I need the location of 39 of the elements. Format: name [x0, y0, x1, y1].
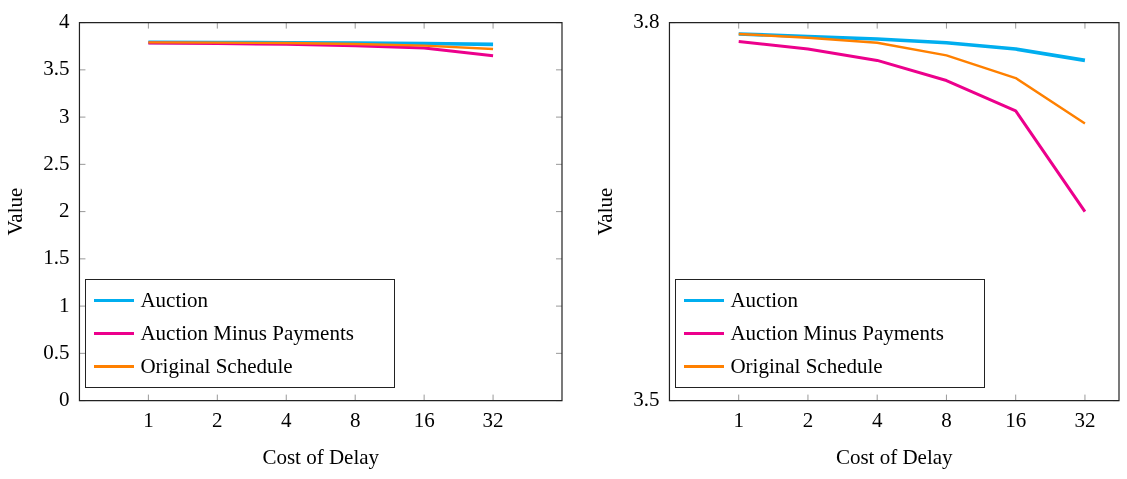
legend-entry: Auction Minus Payments [684, 316, 944, 350]
y-tick-label: 2.5 [43, 150, 70, 175]
x-tick-label: 4 [871, 407, 883, 432]
y-tick-label: 1.5 [43, 245, 70, 270]
x-tick-label: 2 [212, 407, 223, 432]
x-axis-title: Cost of Delay [835, 444, 954, 469]
legend-label: Auction [730, 287, 799, 313]
y-tick-label: 3.8 [633, 9, 660, 34]
legend-entry: Auction [684, 283, 944, 317]
x-tick-label: 2 [802, 407, 814, 432]
y-tick-label: 3 [58, 103, 70, 128]
legend-label: Auction Minus Payments [140, 320, 354, 346]
y-tick-label: 0 [58, 387, 70, 412]
legend-entry: Original Schedule [684, 349, 944, 383]
legend-entry: Original Schedule [94, 349, 354, 383]
x-tick-label: 32 [1074, 407, 1096, 432]
y-axis-title: Value [593, 187, 618, 236]
legend-entry: Auction Minus Payments [94, 316, 354, 350]
x-tick-label: 16 [1005, 407, 1027, 432]
x-tick-label: 8 [941, 407, 952, 432]
x-tick-label: 16 [413, 407, 435, 432]
x-tick-label: 32 [482, 407, 504, 432]
y-tick-label: 1 [58, 292, 70, 317]
y-axis-title: Value [3, 187, 28, 236]
legend-label: Auction Minus Payments [730, 320, 944, 346]
legend-label: Original Schedule [140, 353, 293, 379]
legend-label: Original Schedule [730, 353, 883, 379]
y-tick-label: 4 [58, 9, 70, 34]
x-tick-label: 4 [281, 407, 293, 432]
legend-entry: Auction [94, 283, 354, 317]
legend-label: Auction [140, 287, 209, 313]
x-tick-label: 8 [349, 407, 361, 432]
x-axis-title: Cost of Delay [262, 444, 380, 469]
y-tick-label: 2 [58, 198, 70, 223]
y-tick-label: 3.5 [633, 387, 660, 412]
y-tick-label: 0.5 [43, 339, 70, 364]
x-tick-label: 1 [733, 407, 744, 432]
x-tick-label: 1 [143, 407, 154, 432]
y-tick-label: 3.5 [43, 56, 70, 81]
